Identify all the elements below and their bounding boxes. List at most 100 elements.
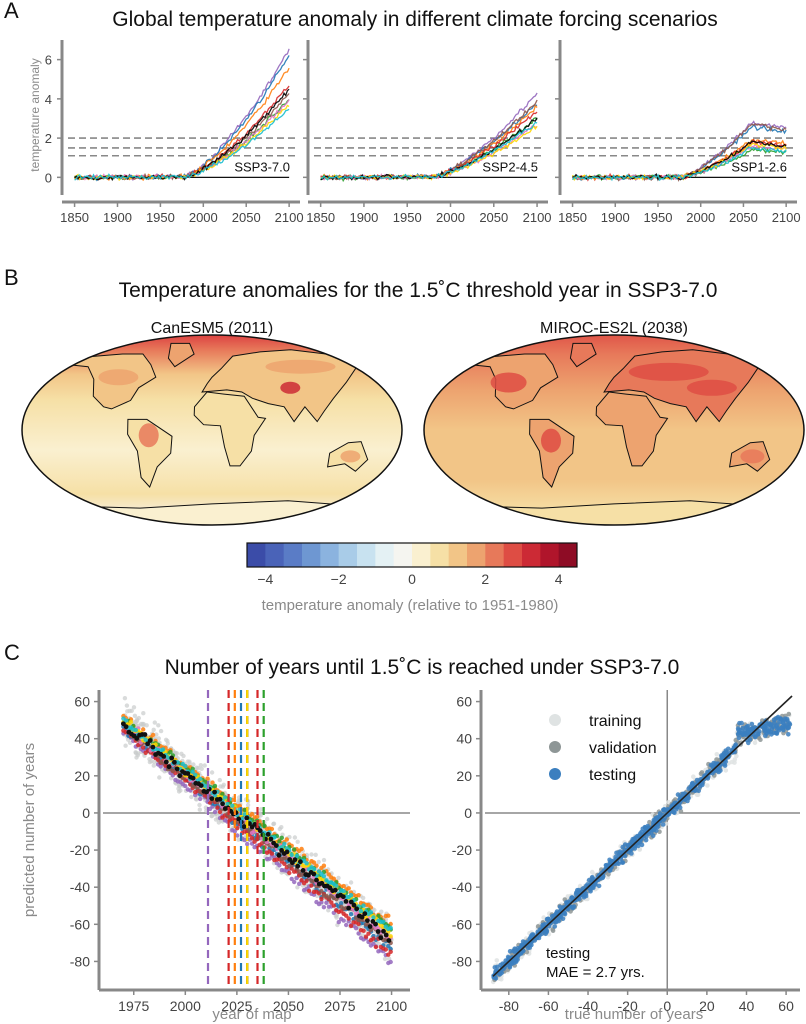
model-point-4 (348, 923, 354, 929)
mean-point (354, 906, 360, 912)
testing-point (769, 732, 774, 737)
training-point (497, 976, 503, 981)
series-line-model-9 (320, 121, 538, 181)
model-point-5 (319, 889, 324, 894)
panel-c-legend: training validation testing (549, 713, 657, 784)
training-point (202, 763, 207, 768)
continent-south-america (127, 418, 173, 488)
mean-point (362, 911, 368, 917)
y-tick-label: -80 (70, 953, 90, 969)
testing-point (511, 960, 517, 966)
training-point (151, 727, 156, 732)
colorbar-bin (412, 543, 431, 567)
mean-point (292, 857, 298, 863)
training-point (124, 703, 130, 708)
scenario-label: SSP2-4.5 (482, 159, 538, 174)
validation-point (550, 928, 556, 933)
model-point-4 (356, 921, 361, 927)
testing-point (562, 911, 568, 917)
model-point-4 (249, 836, 255, 841)
testing-point (692, 788, 698, 793)
colorbar-bin (522, 543, 541, 567)
model-point-0 (235, 833, 240, 838)
testing-point (596, 883, 602, 889)
colorbar-tick-label: −4 (257, 571, 273, 587)
testing-point (639, 842, 645, 848)
training-point (123, 743, 128, 748)
x-tick-label: 2050 (729, 210, 758, 225)
model-point-9 (183, 764, 188, 769)
model-point-2 (321, 863, 327, 868)
testing-point (643, 837, 649, 843)
colorbar-bin (485, 543, 505, 567)
mean-point (348, 899, 354, 905)
legend-testing-label: testing (589, 767, 636, 784)
mean-point (177, 773, 183, 779)
training-point (152, 720, 157, 725)
mean-point (217, 796, 223, 802)
mean-point (185, 771, 191, 776)
map-canesm5 (21, 334, 403, 526)
model-point-9 (311, 867, 317, 872)
model-point-0 (356, 931, 361, 936)
colorbar-bin (430, 543, 450, 567)
training-point (220, 784, 225, 789)
model-point-0 (388, 959, 393, 965)
panel-c-left-chart: 1975 2000 2025 2050 2075 2100 60 40 20 0 -20 -40 -60… (70, 690, 410, 1014)
testing-point (736, 735, 742, 741)
testing-point (639, 829, 644, 835)
colorbar-bin (302, 543, 321, 567)
warm-region (138, 423, 159, 448)
training-point (695, 792, 701, 798)
training-point (309, 852, 314, 857)
testing-point (542, 922, 547, 927)
mean-point (346, 905, 352, 911)
series-line-model-7 (571, 142, 787, 182)
mean-point (375, 929, 381, 934)
testing-point (603, 863, 609, 868)
testing-point (680, 791, 686, 797)
mean-point (220, 801, 226, 807)
model-point-0 (341, 918, 346, 923)
model-point-9 (388, 925, 393, 931)
testing-point (773, 716, 779, 721)
warm-region (541, 428, 561, 453)
continent-greenland (167, 342, 195, 368)
x-tick-label: 2075 (324, 998, 355, 1014)
x-tick-label: -60 (538, 998, 558, 1014)
x-tick-label: 2100 (376, 998, 407, 1014)
testing-point (492, 965, 498, 970)
model-point-4 (319, 896, 324, 902)
model-point-9 (358, 909, 364, 914)
map-miroc-es2l-field (424, 335, 804, 525)
model-point-0 (292, 879, 297, 885)
x-tick-label: 2050 (273, 998, 304, 1014)
training-point (165, 738, 170, 744)
scenario-label: SSP1-2.6 (731, 159, 787, 174)
panel-a-ylabel: temperature anomaly (28, 58, 42, 171)
training-point (379, 909, 384, 914)
mean-point (268, 836, 274, 842)
warm-region (98, 369, 139, 386)
model-point-2 (249, 811, 255, 817)
mean-point (252, 822, 258, 827)
mean-point (351, 902, 357, 908)
model-point-4 (282, 861, 287, 866)
training-point (157, 775, 162, 780)
testing-point (660, 822, 666, 827)
testing-point (740, 732, 745, 737)
colorbar-bin (283, 543, 303, 567)
training-point (181, 753, 186, 759)
model-point-2 (331, 876, 336, 881)
panel-b-title: Temperature anomalies for the 1.5˚C thre… (119, 279, 718, 302)
model-point-4 (329, 900, 334, 905)
model-point-3 (292, 847, 297, 852)
training-point (158, 728, 164, 734)
model-point-3 (212, 783, 218, 789)
mean-point (381, 928, 386, 934)
model-point-2 (284, 837, 289, 842)
y-tick-label: -80 (452, 953, 472, 969)
training-point (197, 807, 202, 812)
colorbar-bin (375, 543, 395, 567)
x-tick-label: 40 (739, 998, 755, 1014)
